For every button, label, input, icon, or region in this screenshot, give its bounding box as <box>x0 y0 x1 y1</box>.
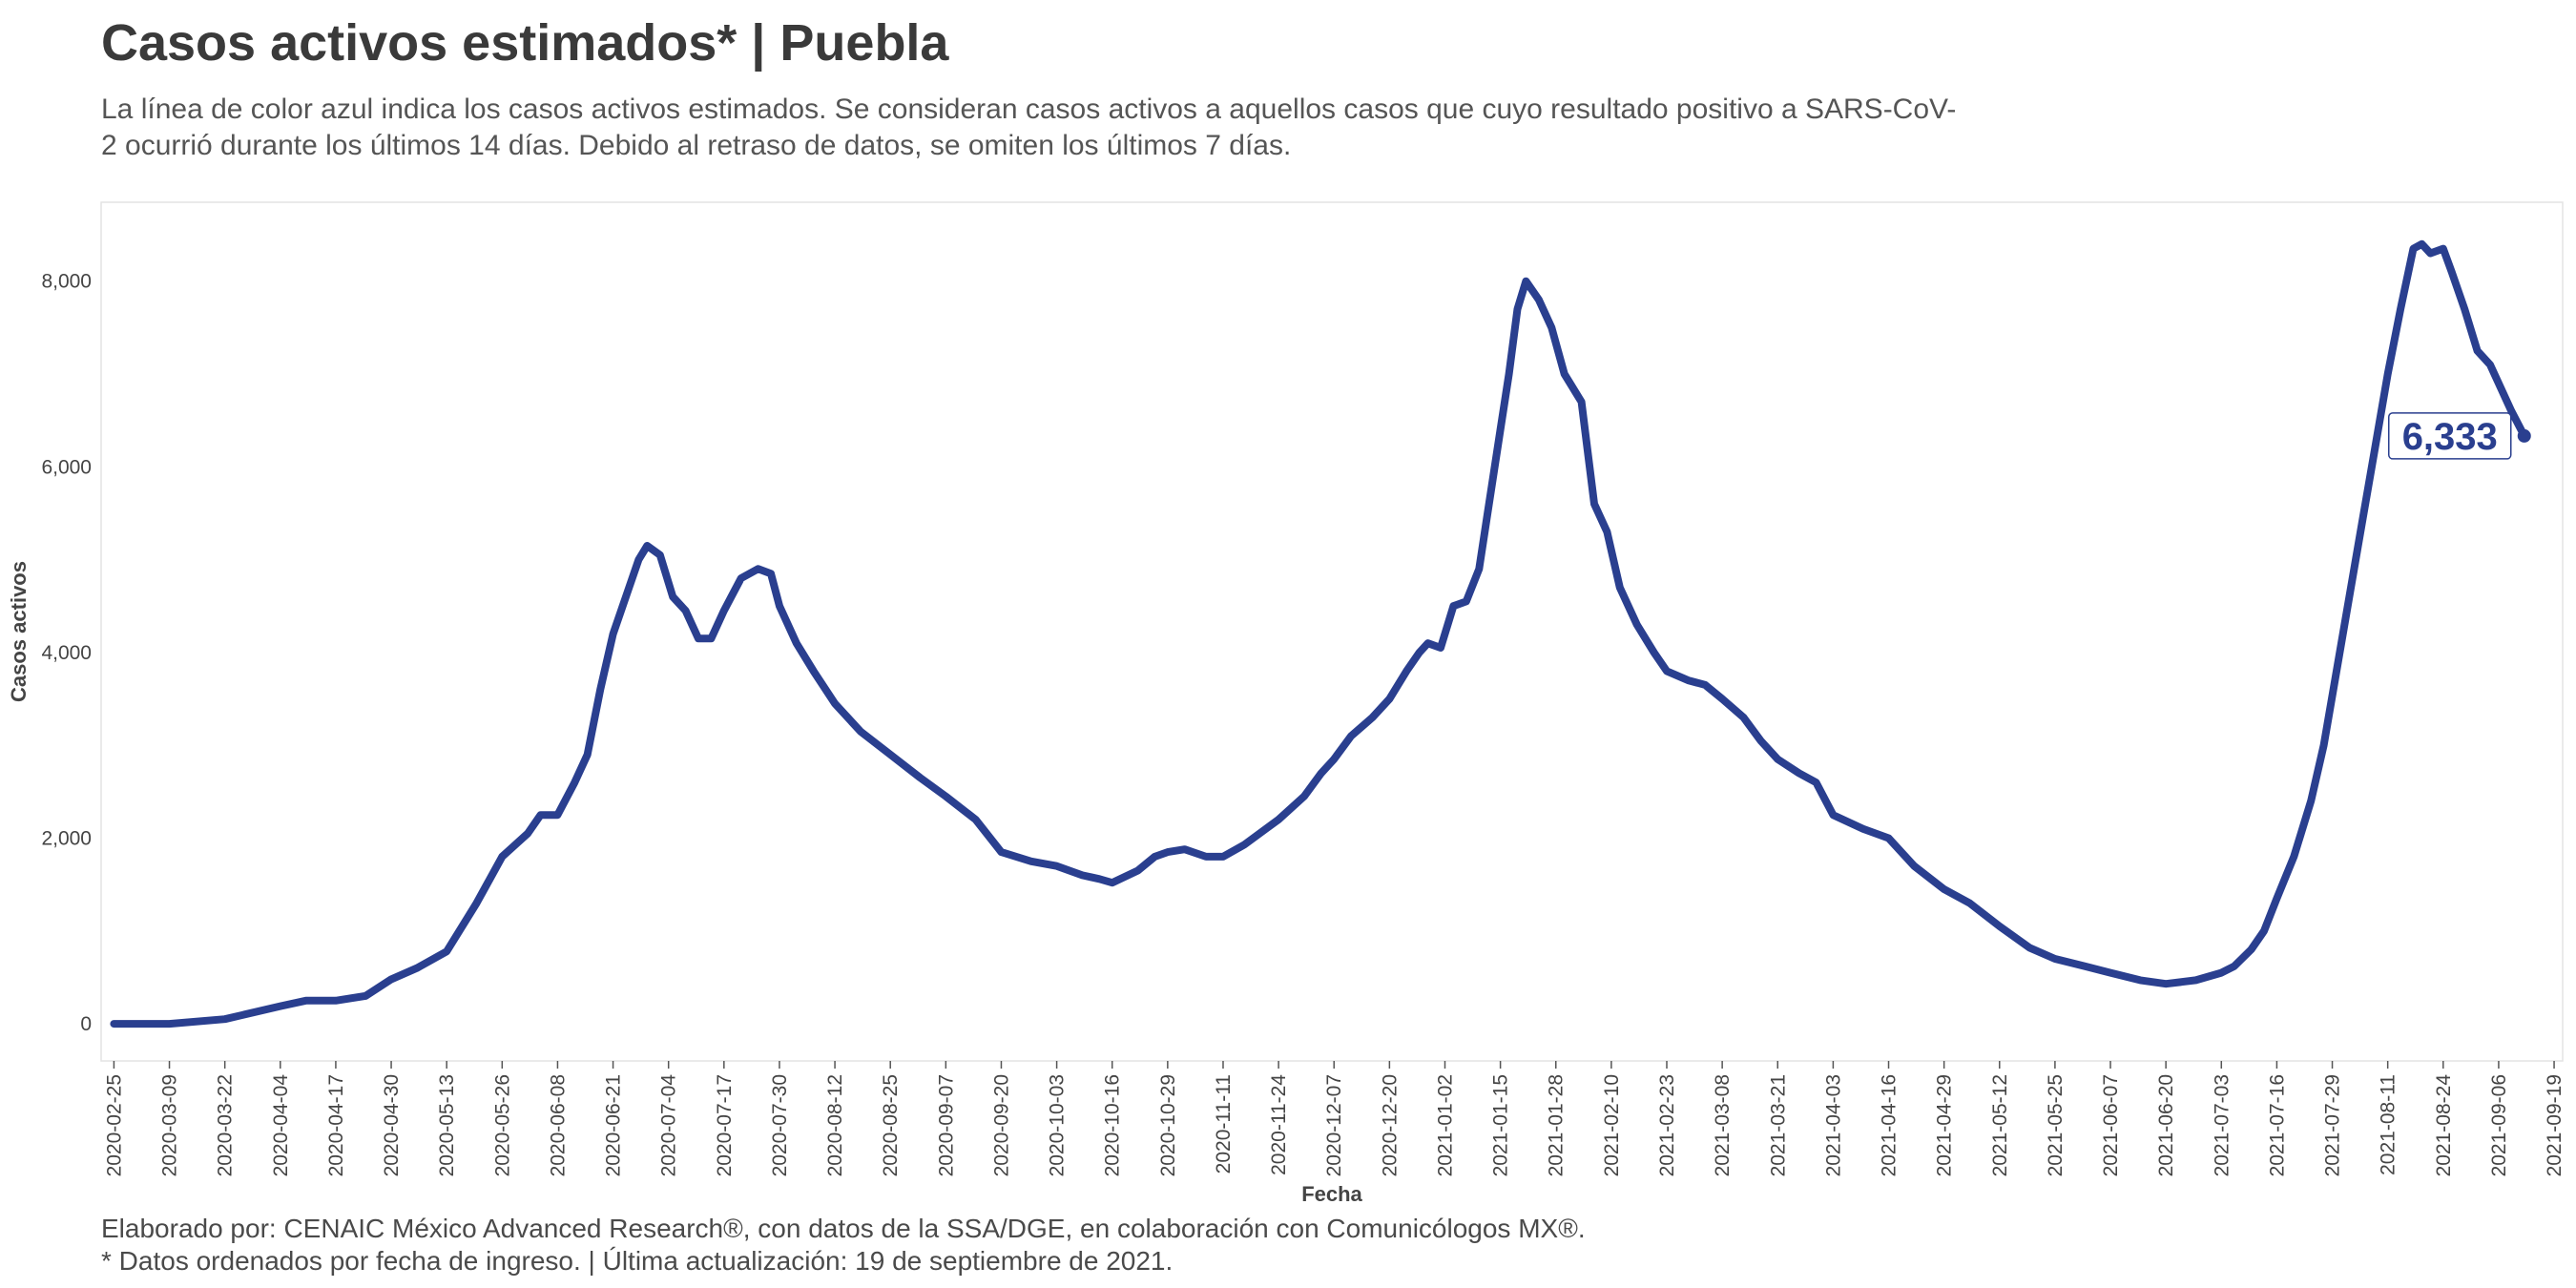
x-tick-label: 2021-03-21 <box>1767 1074 1789 1176</box>
x-tick-label: 2021-07-16 <box>2266 1074 2288 1176</box>
x-tick-label: 2020-03-09 <box>159 1074 181 1176</box>
x-tick-label: 2021-04-03 <box>1822 1074 1844 1176</box>
y-axis-ticks: 0 2,000 4,000 6,000 8,000 <box>41 271 92 1035</box>
x-tick-label: 2020-04-30 <box>381 1074 403 1176</box>
x-tick-label: 2021-02-23 <box>1656 1074 1678 1176</box>
x-tick-label: 2020-05-26 <box>491 1074 513 1176</box>
x-tick-label: 2020-09-20 <box>990 1074 1012 1176</box>
last-value-label-box <box>2388 412 2512 460</box>
x-tick-label: 2020-12-07 <box>1323 1074 1345 1176</box>
x-tick-label: 2020-04-04 <box>270 1074 292 1177</box>
y-axis-title: Casos activos <box>7 561 31 702</box>
y-tick-label: 8,000 <box>41 271 92 293</box>
caption-note: * Datos ordenados por fecha de ingreso. … <box>101 1246 1174 1276</box>
x-tick-label: 2020-07-17 <box>714 1074 736 1176</box>
series-line-casos-activos <box>110 239 2528 1028</box>
x-tick-label: 2020-07-30 <box>769 1074 791 1176</box>
x-tick-label: 2020-10-03 <box>1047 1074 1069 1176</box>
x-tick-label: 2020-07-04 <box>658 1074 680 1177</box>
x-tick-label: 2020-08-25 <box>880 1074 902 1176</box>
chart-subtitle: La línea de color azul indica los casos … <box>101 93 1957 161</box>
x-tick-label: 2020-10-29 <box>1157 1074 1179 1176</box>
x-tick-label: 2021-06-20 <box>2155 1074 2177 1176</box>
x-tick-label: 2020-05-13 <box>436 1074 458 1176</box>
x-axis-ticks: 2020-02-25 2020-03-09 2020-03-22 2020-04-04… <box>103 1061 2566 1176</box>
x-tick-label: 2020-02-25 <box>103 1074 125 1176</box>
x-tick-label: 2020-06-08 <box>547 1074 569 1176</box>
x-axis-title: Fecha <box>1301 1182 1362 1206</box>
x-tick-label: 2021-04-29 <box>1934 1074 1956 1176</box>
chart-title: Casos activos estimados* | Puebla <box>101 14 949 72</box>
last-data-point <box>2517 428 2531 443</box>
x-tick-label: 2021-06-07 <box>2100 1074 2122 1176</box>
x-tick-label: 2021-09-19 <box>2544 1074 2566 1176</box>
x-tick-label: 2020-10-16 <box>1102 1074 1124 1176</box>
last-value-label: 6,333 <box>2402 416 2498 458</box>
x-tick-label: 2021-07-29 <box>2322 1074 2344 1176</box>
x-tick-label: 2020-11-24 <box>1268 1074 1290 1175</box>
caption-source: Elaborado por: CENAIC México Advanced Re… <box>101 1214 1586 1243</box>
y-tick-label: 4,000 <box>41 642 92 664</box>
x-tick-label: 2020-06-21 <box>603 1074 625 1176</box>
y-tick-label: 2,000 <box>41 827 92 849</box>
x-tick-label: 2021-05-25 <box>2045 1074 2067 1176</box>
x-tick-label: 2020-09-07 <box>935 1074 957 1176</box>
x-tick-label: 2021-05-12 <box>1989 1074 2011 1176</box>
y-tick-label: 0 <box>80 1013 92 1035</box>
x-tick-label: 2021-03-08 <box>1712 1074 1734 1176</box>
x-tick-label: 2021-07-03 <box>2211 1074 2233 1176</box>
plot-frame <box>100 201 2564 1062</box>
x-tick-label: 2021-04-16 <box>1879 1074 1901 1176</box>
x-tick-label: 2021-01-15 <box>1490 1074 1512 1176</box>
x-tick-label: 2021-09-06 <box>2488 1074 2510 1176</box>
x-tick-label: 2020-12-20 <box>1379 1074 1401 1176</box>
x-tick-label: 2020-11-11 <box>1213 1074 1235 1174</box>
x-tick-label: 2021-08-24 <box>2433 1074 2455 1177</box>
x-tick-label: 2021-01-28 <box>1546 1074 1568 1176</box>
x-tick-label: 2021-02-10 <box>1601 1074 1623 1176</box>
x-tick-label: 2020-03-22 <box>215 1074 237 1176</box>
x-tick-label: 2020-08-12 <box>824 1074 846 1176</box>
y-tick-label: 6,000 <box>41 456 92 478</box>
x-tick-label: 2021-01-02 <box>1434 1074 1456 1176</box>
x-tick-label: 2021-08-11 <box>2378 1074 2399 1175</box>
x-tick-label: 2020-04-17 <box>325 1074 347 1176</box>
